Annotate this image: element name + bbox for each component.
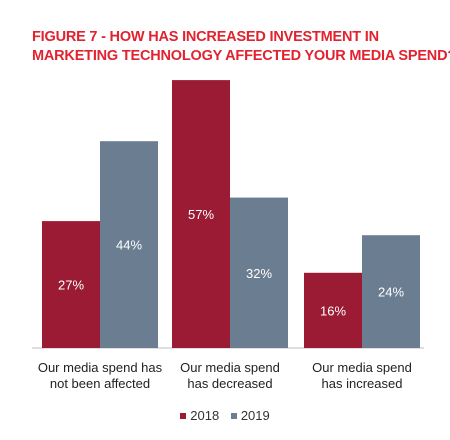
bar-2018-cat-3	[304, 272, 362, 348]
bar-2019-cat-3	[362, 235, 420, 348]
data-label-2019-cat-3: 24%	[378, 285, 404, 300]
bar-2019-cat-1	[100, 141, 158, 348]
data-label-2018-cat-1: 27%	[58, 278, 84, 293]
category-label-1-line-2: not been affected	[50, 376, 150, 391]
chart-title: FIGURE 7 - HOW HAS INCREASED INVESTMENT …	[32, 28, 450, 66]
data-label-2019-cat-1: 44%	[116, 238, 142, 253]
data-label-2019-cat-2: 32%	[246, 266, 272, 281]
legend-swatch-2018	[180, 412, 187, 419]
legend-item-2019: 2019	[230, 408, 270, 423]
legend-label-2019: 2019	[240, 408, 270, 423]
chart-title-line-2: MARKETING TECHNOLOGY AFFECTED YOUR MEDIA…	[32, 48, 450, 64]
chart-legend: 2018 2019	[0, 408, 450, 423]
legend-swatch-2019	[230, 412, 237, 419]
category-label-3-line-1: Our media spend	[312, 360, 412, 375]
category-label-3-line-2: has increased	[322, 376, 403, 391]
bar-2018-cat-1	[42, 221, 100, 348]
legend-item-2018: 2018	[180, 408, 219, 423]
category-label-2-line-2: has decreased	[187, 376, 272, 391]
category-label-2-line-1: Our media spend	[180, 360, 280, 375]
chart-title-line-1: FIGURE 7 - HOW HAS INCREASED INVESTMENT …	[32, 29, 379, 45]
bar-2018-cat-2	[172, 80, 230, 348]
category-label-1-line-1: Our media spend has	[38, 360, 163, 375]
data-label-2018-cat-3: 16%	[320, 303, 346, 318]
legend-label-2018: 2018	[190, 408, 220, 423]
bar-2019-cat-2	[230, 197, 288, 348]
data-label-2018-cat-2: 57%	[188, 207, 214, 222]
